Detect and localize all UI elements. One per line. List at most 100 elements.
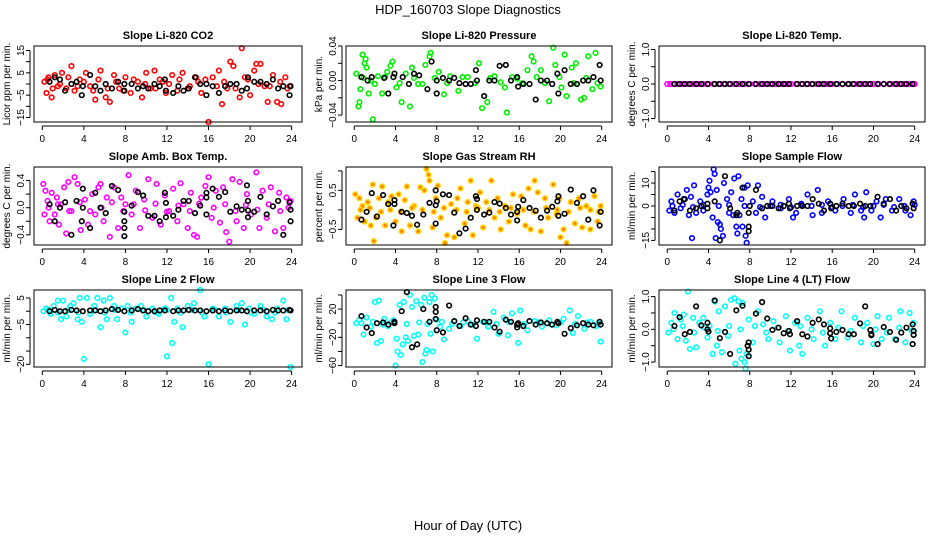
data-point xyxy=(74,180,81,188)
y-tick-label: 15 xyxy=(16,44,27,56)
y-tick-label: −5 xyxy=(16,318,27,330)
panel-5: Slope Gas Stream RH percent per min. 0 4 8 12… xyxy=(314,151,613,268)
data-point xyxy=(732,360,739,367)
data-point xyxy=(94,294,101,302)
data-point xyxy=(693,344,700,351)
highlight-point xyxy=(391,200,398,208)
highlight-point xyxy=(850,331,857,338)
data-point xyxy=(97,180,104,188)
x-axis: 0 4 8 12 16 20 24 xyxy=(351,370,608,390)
data-point xyxy=(388,193,395,200)
highlight-point xyxy=(532,96,539,103)
y-tick-label: −60 xyxy=(328,357,339,374)
data-point xyxy=(587,206,594,213)
data-point xyxy=(684,288,691,295)
data-point xyxy=(814,186,821,194)
x-tick-label: 24 xyxy=(909,134,921,145)
panel-title: Slope Li-820 CO2 xyxy=(123,30,213,42)
data-point xyxy=(476,189,484,196)
data-point xyxy=(809,212,816,219)
data-point xyxy=(387,206,394,213)
x-tick-label: 0 xyxy=(351,134,357,145)
highlight-point xyxy=(456,322,463,330)
highlight-point xyxy=(203,189,210,196)
data-point xyxy=(128,318,135,325)
highlight-point xyxy=(203,92,210,99)
data-point xyxy=(838,308,845,315)
highlight-point xyxy=(909,80,916,88)
highlight-point xyxy=(867,202,874,210)
data-point xyxy=(415,228,422,235)
x-tick-label: 0 xyxy=(40,379,46,390)
highlight-point xyxy=(515,83,522,90)
panel-title: Slope Line 2 Flow xyxy=(122,274,215,286)
data-point xyxy=(503,109,510,116)
highlight-point xyxy=(561,330,568,337)
data-point xyxy=(227,58,234,65)
x-tick-label: 16 xyxy=(514,257,526,268)
highlight-point xyxy=(764,315,771,322)
highlight-point xyxy=(828,335,835,342)
highlight-point xyxy=(580,77,587,84)
data-point xyxy=(143,69,150,76)
highlight-point xyxy=(716,80,723,88)
data-point xyxy=(434,182,441,189)
highlight-point xyxy=(903,324,910,331)
data-point xyxy=(398,228,405,235)
highlight-point xyxy=(238,206,245,213)
data-point xyxy=(406,222,414,229)
data-point xyxy=(264,98,271,105)
x-tick-label: 12 xyxy=(785,257,797,268)
data-point xyxy=(360,331,367,338)
highlight-point xyxy=(507,318,515,325)
data-point xyxy=(713,186,720,194)
y-axis-label: percent per min. xyxy=(314,170,325,242)
highlight-point xyxy=(68,80,75,88)
highlight-point xyxy=(358,73,365,81)
data-point xyxy=(531,177,538,184)
x-tick-label: 24 xyxy=(286,134,298,145)
data-point xyxy=(546,98,553,105)
data-point xyxy=(202,182,209,190)
panel-4: Slope Amb. Box Temp. degrees C per min. 0 4… xyxy=(2,151,303,268)
data-point xyxy=(399,341,406,348)
data-point xyxy=(86,207,94,215)
x-tick-label: 20 xyxy=(555,379,567,390)
highlight-point xyxy=(432,187,439,194)
data-point xyxy=(726,201,733,208)
data-point xyxy=(42,187,49,194)
data-point xyxy=(257,60,264,67)
y-tick-label: −0.04 xyxy=(328,102,339,128)
data-point xyxy=(448,200,455,208)
highlight-point xyxy=(496,62,503,69)
highlight-point xyxy=(590,187,597,194)
data-point xyxy=(851,191,858,198)
panels: Slope Li-820 CO2 Licor ppm per min. 0 4 8 12 1… xyxy=(2,30,926,390)
highlight-point xyxy=(820,207,828,214)
highlight-point xyxy=(555,212,562,219)
highlight-point xyxy=(676,198,683,205)
highlight-point xyxy=(744,342,751,349)
highlight-point xyxy=(128,307,135,314)
highlight-point xyxy=(73,197,80,205)
data-point xyxy=(186,207,193,215)
data-point xyxy=(403,320,410,328)
highlight-point xyxy=(280,307,287,314)
highlight-point xyxy=(170,212,177,219)
data-point xyxy=(585,53,592,60)
data-point xyxy=(404,337,411,344)
highlight-point xyxy=(185,306,192,314)
data-point xyxy=(579,224,586,231)
data-point xyxy=(427,330,434,337)
x-tick-label: 20 xyxy=(868,379,880,390)
highlight-point xyxy=(446,191,453,199)
highlight-point xyxy=(543,77,551,84)
data-point xyxy=(680,311,687,318)
highlight-point xyxy=(227,80,234,88)
highlight-point xyxy=(86,71,94,79)
y-tick-label: −0.4 xyxy=(16,225,27,245)
y-tick-label: 20 xyxy=(328,303,339,315)
data-point xyxy=(709,350,716,357)
highlight-point xyxy=(532,207,539,214)
data-point xyxy=(819,329,827,336)
